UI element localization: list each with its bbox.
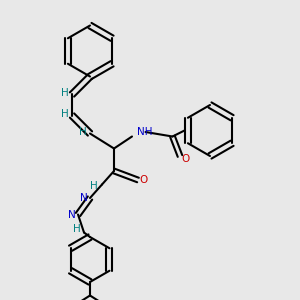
Text: H: H [61,88,68,98]
Text: N: N [68,209,75,220]
Text: H: H [90,181,98,191]
Text: H: H [79,127,86,137]
Text: O: O [182,154,190,164]
Text: H: H [61,109,68,119]
Text: O: O [139,175,148,185]
Text: H: H [73,224,80,235]
Text: NH: NH [136,127,152,137]
Text: N: N [80,193,87,203]
